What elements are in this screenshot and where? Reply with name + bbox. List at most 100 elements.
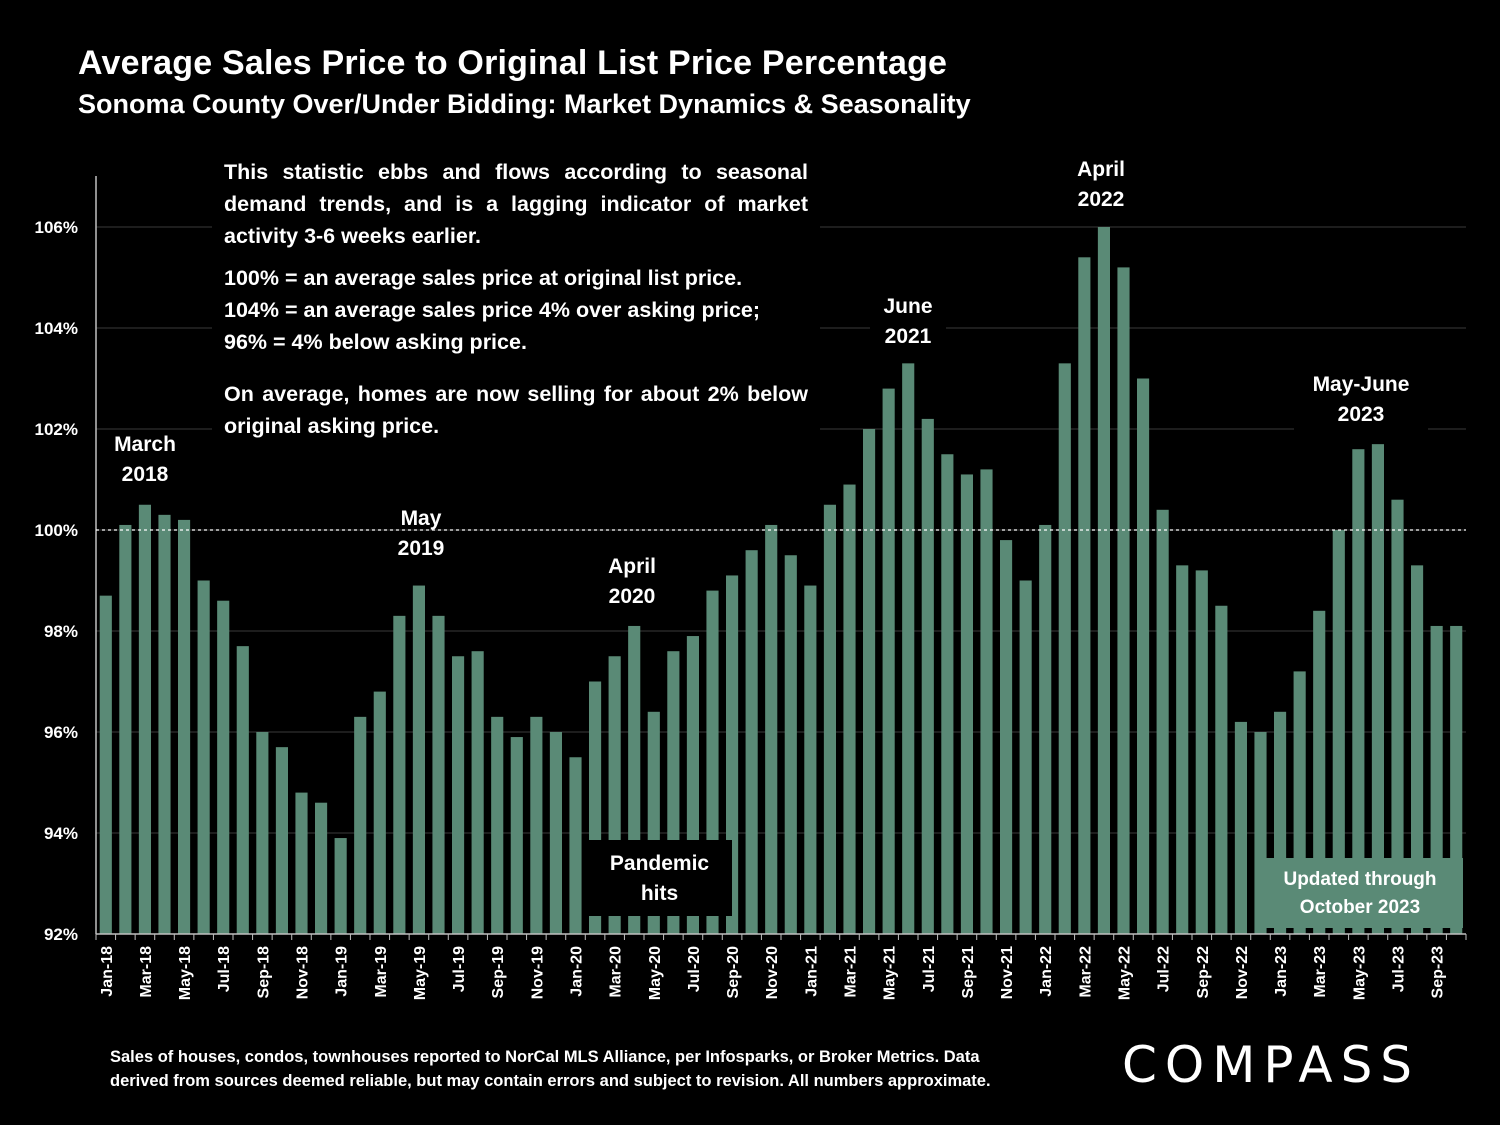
annotation-may-june-2023-line1: May-June bbox=[1312, 373, 1410, 396]
annotation-may-2019-line2: 2019 bbox=[388, 534, 454, 564]
description-p2a: 100% = an average sales price at origina… bbox=[224, 266, 743, 290]
annotation-may-2019-line1: May bbox=[400, 507, 442, 530]
annotation-june-2021-line1: June bbox=[883, 295, 933, 318]
bar bbox=[354, 716, 367, 934]
bar bbox=[178, 519, 191, 934]
x-tick-label: Sep-21 bbox=[960, 946, 977, 999]
description-box: This statistic ebbs and flows according … bbox=[212, 152, 820, 472]
bar bbox=[863, 429, 876, 934]
y-tick-label: 102% bbox=[35, 420, 78, 439]
x-tick-label: Jan-19 bbox=[334, 946, 351, 997]
annotation-pandemic-line2: hits bbox=[640, 882, 679, 905]
annotation-may-june-2023-line2: 2023 bbox=[1337, 403, 1385, 426]
annotation-pandemic-line1: Pandemic bbox=[609, 852, 710, 875]
annotation-april-2022-line1: April bbox=[1077, 158, 1125, 181]
annotation-april-2020-line1: April bbox=[608, 555, 656, 578]
x-tick-label: Jul-18 bbox=[216, 946, 233, 992]
x-tick-label: Mar-21 bbox=[843, 946, 860, 998]
bar bbox=[1215, 605, 1228, 934]
x-tick-label: Sep-19 bbox=[490, 946, 507, 999]
annotation-april-2020-line2: 2020 bbox=[608, 585, 656, 608]
x-tick-label: Mar-19 bbox=[373, 946, 390, 998]
y-tick-label: 92% bbox=[44, 925, 78, 944]
x-tick-label: Mar-22 bbox=[1077, 946, 1094, 998]
bar bbox=[1411, 565, 1424, 934]
bar bbox=[569, 757, 582, 934]
y-tick-label: 106% bbox=[35, 218, 78, 237]
annotation-pandemic-hits: Pandemic hits bbox=[587, 840, 732, 916]
bar bbox=[1058, 363, 1071, 935]
description-p3: On average, homes are now selling for ab… bbox=[224, 382, 808, 438]
x-tick-label: Jul-19 bbox=[451, 946, 468, 992]
x-tick-label: Sep-23 bbox=[1430, 946, 1447, 999]
bar bbox=[784, 555, 797, 934]
footnote-line2: derived from sources deemed reliable, bu… bbox=[110, 1072, 991, 1090]
annotation-june-2021: June 2021 bbox=[870, 292, 946, 352]
x-tick-label: Sep-20 bbox=[725, 946, 742, 999]
annotation-march-2018-line2: 2018 bbox=[121, 463, 169, 486]
chart-subtitle: Sonoma County Over/Under Bidding: Market… bbox=[78, 89, 971, 119]
x-tick-label: Mar-20 bbox=[608, 946, 625, 998]
x-tick-label: May-20 bbox=[647, 946, 664, 1000]
bar bbox=[334, 838, 347, 934]
bar bbox=[980, 469, 993, 934]
x-tick-label: Jan-22 bbox=[1038, 946, 1055, 997]
bar bbox=[1352, 449, 1365, 934]
bar bbox=[549, 732, 562, 934]
bar bbox=[1019, 580, 1032, 934]
x-tick-label: Jul-20 bbox=[686, 946, 703, 992]
annotation-april-2022: April 2022 bbox=[1062, 155, 1140, 215]
bar bbox=[236, 646, 249, 934]
x-tick-label: Nov-22 bbox=[1234, 946, 1251, 999]
bar bbox=[1176, 565, 1189, 934]
x-tick-label: Jan-20 bbox=[569, 946, 586, 997]
bar bbox=[745, 550, 758, 934]
bar bbox=[1450, 625, 1463, 934]
bar bbox=[197, 580, 210, 934]
bar bbox=[843, 484, 856, 934]
y-tick-label: 94% bbox=[44, 824, 78, 843]
bar bbox=[823, 504, 836, 934]
bar bbox=[530, 716, 543, 934]
bar bbox=[315, 802, 328, 934]
bar bbox=[412, 585, 425, 934]
x-tick-label: May-21 bbox=[882, 946, 899, 1000]
bar bbox=[941, 454, 954, 934]
bar bbox=[1430, 625, 1443, 934]
x-tick-label: Nov-20 bbox=[764, 946, 781, 999]
bar bbox=[921, 418, 934, 934]
bar bbox=[1000, 540, 1013, 934]
x-tick-label: Jan-23 bbox=[1273, 946, 1290, 997]
bar bbox=[99, 595, 112, 934]
x-tick-label: Nov-18 bbox=[295, 946, 312, 999]
x-tick-label: Nov-21 bbox=[999, 946, 1016, 999]
bar bbox=[1137, 378, 1150, 934]
annotation-march-2018-line1: March bbox=[104, 430, 186, 460]
annotation-may-june-2023: May-June 2023 bbox=[1294, 370, 1428, 430]
bar bbox=[765, 524, 778, 934]
description-p2b: 104% = an average sales price 4% over as… bbox=[224, 298, 761, 322]
annotation-april-2022-line2: 2022 bbox=[1077, 188, 1125, 211]
bar bbox=[393, 615, 406, 934]
bar bbox=[295, 792, 308, 934]
bar bbox=[119, 524, 132, 934]
bar bbox=[960, 474, 973, 934]
bar bbox=[1195, 570, 1208, 934]
x-tick-label: Jul-23 bbox=[1391, 946, 1408, 992]
x-tick-label: May-23 bbox=[1351, 946, 1368, 1000]
annotation-april-2020: April 2020 bbox=[596, 552, 668, 612]
bar bbox=[1097, 227, 1110, 934]
bar bbox=[1117, 267, 1130, 934]
x-tick-label: Jul-21 bbox=[921, 946, 938, 992]
bar bbox=[1371, 444, 1384, 934]
bar bbox=[158, 514, 171, 934]
x-tick-label: May-18 bbox=[177, 946, 194, 1000]
bar bbox=[1156, 509, 1169, 934]
bar bbox=[138, 504, 151, 934]
x-axis: Jan-18 Mar-18 May-18 Jul-18 Sep-18 Nov-18 Jan-… bbox=[95, 933, 1467, 1000]
bar bbox=[510, 737, 523, 934]
bar bbox=[256, 732, 269, 934]
x-tick-label: Jan-18 bbox=[99, 946, 116, 997]
x-tick-label: Mar-23 bbox=[1312, 946, 1329, 998]
annotation-march-2018: March 2018 bbox=[104, 430, 186, 490]
